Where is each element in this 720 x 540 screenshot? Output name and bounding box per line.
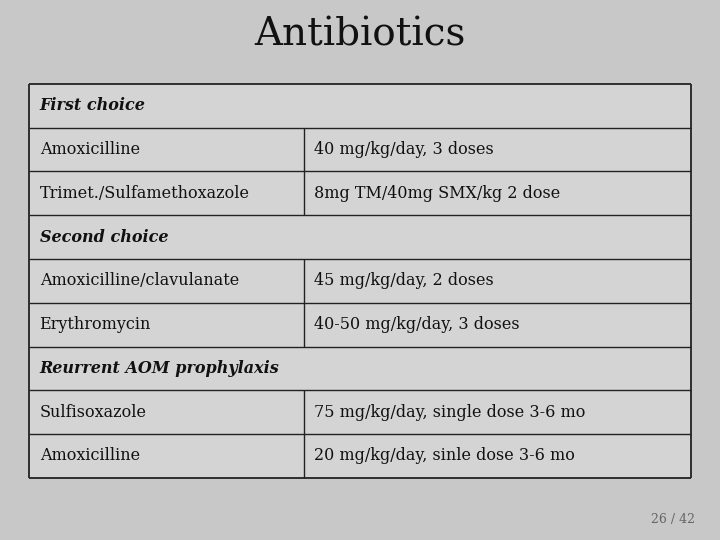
Text: 20 mg/kg/day, sinle dose 3-6 mo: 20 mg/kg/day, sinle dose 3-6 mo <box>315 448 575 464</box>
Text: 75 mg/kg/day, single dose 3-6 mo: 75 mg/kg/day, single dose 3-6 mo <box>315 404 586 421</box>
Text: Trimet./Sulfamethoxazole: Trimet./Sulfamethoxazole <box>40 185 250 202</box>
Text: Amoxicilline: Amoxicilline <box>40 141 140 158</box>
Text: Amoxicilline/clavulanate: Amoxicilline/clavulanate <box>40 272 239 289</box>
Text: First choice: First choice <box>40 97 145 114</box>
Text: 26 / 42: 26 / 42 <box>651 514 695 526</box>
Text: Amoxicilline: Amoxicilline <box>40 448 140 464</box>
Text: Antibiotics: Antibiotics <box>254 17 466 53</box>
Text: Second choice: Second choice <box>40 228 168 246</box>
Text: 8mg TM/40mg SMX/kg 2 dose: 8mg TM/40mg SMX/kg 2 dose <box>315 185 561 202</box>
Text: 45 mg/kg/day, 2 doses: 45 mg/kg/day, 2 doses <box>315 272 494 289</box>
Text: 40 mg/kg/day, 3 doses: 40 mg/kg/day, 3 doses <box>315 141 494 158</box>
Text: Sulfisoxazole: Sulfisoxazole <box>40 404 147 421</box>
Bar <box>29 84 691 478</box>
Text: Reurrent AOM prophylaxis: Reurrent AOM prophylaxis <box>40 360 279 377</box>
Text: 40-50 mg/kg/day, 3 doses: 40-50 mg/kg/day, 3 doses <box>315 316 520 333</box>
Text: Erythromycin: Erythromycin <box>40 316 151 333</box>
